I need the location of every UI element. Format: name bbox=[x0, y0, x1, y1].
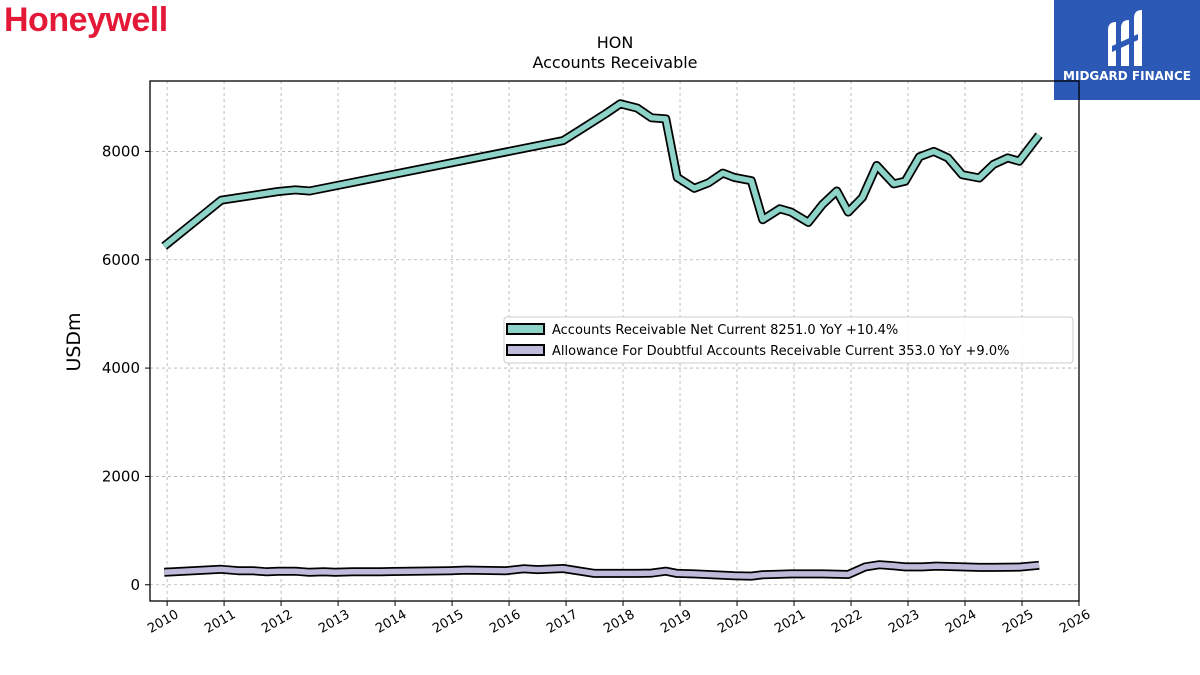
midgard-logo-label: MIDGARD FINANCE bbox=[1063, 69, 1191, 83]
legend-label: Accounts Receivable Net Current 8251.0 Y… bbox=[552, 323, 898, 338]
midgard-finance-logo: MIDGARD FINANCE bbox=[1054, 0, 1200, 100]
chart-subtitle: Accounts Receivable bbox=[532, 53, 697, 72]
x-tick-label: 2021 bbox=[772, 607, 808, 637]
y-axis-label: USDm bbox=[63, 312, 85, 371]
x-tick-label: 2011 bbox=[202, 607, 238, 637]
x-tick-label: 2015 bbox=[430, 607, 466, 637]
x-tick-label: 2024 bbox=[943, 607, 979, 637]
legend-item: Allowance For Doubtful Accounts Receivab… bbox=[506, 344, 1009, 359]
y-tick-label: 4000 bbox=[102, 359, 140, 377]
x-tick-label: 2017 bbox=[544, 607, 580, 637]
series-0-line bbox=[162, 101, 1042, 249]
x-tick-label: 2010 bbox=[145, 607, 181, 637]
plot-frame bbox=[149, 80, 1080, 602]
y-tick-label: 0 bbox=[130, 576, 140, 594]
chart-title: HON bbox=[597, 33, 634, 52]
brand-logo-text: Honeywell bbox=[4, 1, 168, 39]
series-1-line bbox=[164, 561, 1040, 579]
x-tick-label: 2013 bbox=[316, 607, 352, 637]
x-tick-label: 2016 bbox=[487, 607, 523, 637]
legend-swatch bbox=[506, 323, 545, 335]
y-axis-ticks: 0 2000 4000 6000 8000 bbox=[102, 142, 150, 594]
x-tick-label: 2022 bbox=[829, 607, 865, 637]
x-tick-label: 2023 bbox=[886, 607, 922, 637]
y-tick-label: 2000 bbox=[102, 467, 140, 485]
x-tick-label: 2026 bbox=[1057, 607, 1093, 637]
x-tick-label: 2014 bbox=[373, 607, 409, 637]
x-tick-label: 2025 bbox=[1000, 607, 1036, 637]
x-tick-label: 2018 bbox=[601, 607, 637, 637]
legend-swatch bbox=[506, 344, 545, 356]
y-tick-label: 8000 bbox=[102, 142, 140, 160]
x-tick-label: 2012 bbox=[259, 607, 295, 637]
x-tick-label: 2019 bbox=[658, 607, 694, 637]
midgard-logo-icon bbox=[1108, 10, 1142, 66]
legend-label: Allowance For Doubtful Accounts Receivab… bbox=[552, 344, 1009, 359]
series-lines bbox=[161, 99, 1043, 581]
x-tick-label: 2020 bbox=[715, 607, 751, 637]
legend: Accounts Receivable Net Current 8251.0 Y… bbox=[503, 316, 1074, 364]
y-tick-label: 6000 bbox=[102, 251, 140, 269]
x-axis-ticks: 2010 2011 2012 2013 2014 2015 2016 2017 2018 2019… bbox=[145, 601, 1093, 637]
legend-item: Accounts Receivable Net Current 8251.0 Y… bbox=[506, 323, 898, 338]
